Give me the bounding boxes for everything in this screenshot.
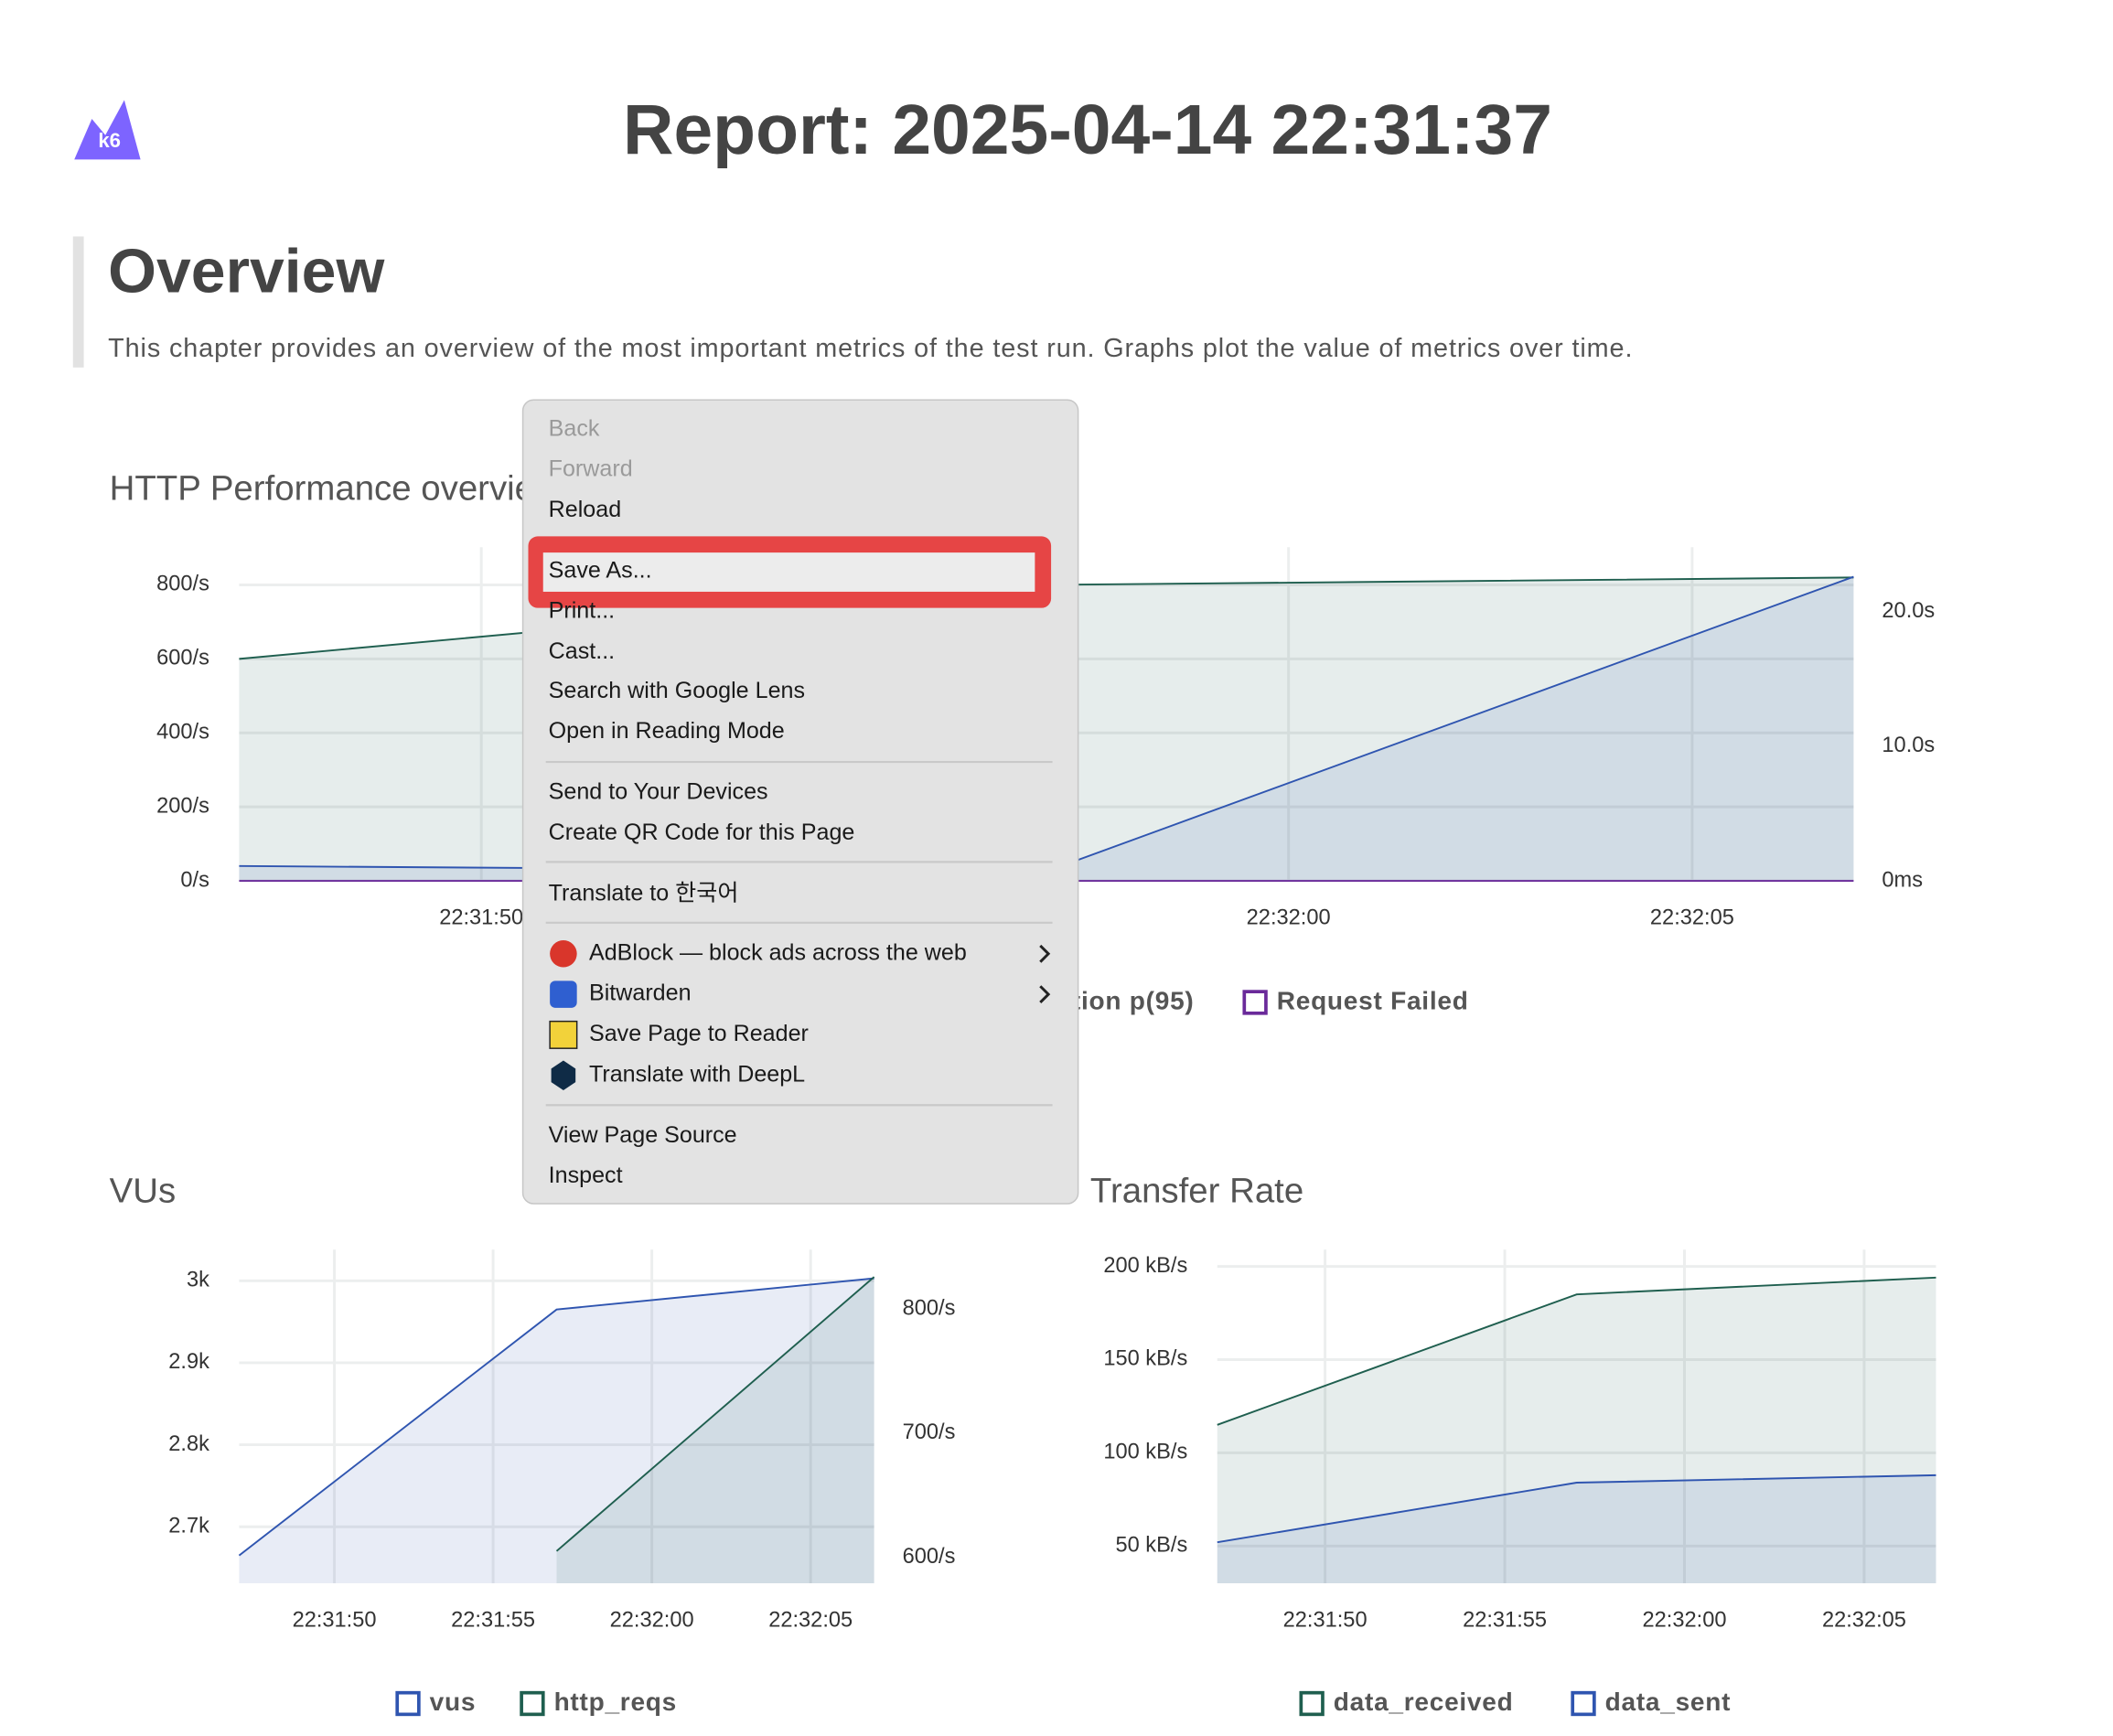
legend-label: Request Failed — [1277, 986, 1469, 1014]
chart-title: HTTP Performance overview — [110, 468, 560, 508]
area — [1217, 1277, 1936, 1584]
y-tick-label: 2.7k — [168, 1514, 209, 1538]
overview-text: This chapter provides an overview of the… — [108, 334, 1633, 363]
deepl-icon — [551, 1060, 576, 1090]
context-menu: Back Forward Reload Save As... Print... Cast.… — [521, 399, 1079, 1205]
y-tick-label: 2.8k — [168, 1432, 209, 1456]
x-tick-label: 22:32:00 — [610, 1609, 694, 1633]
menu-item[interactable]: Search with Google Lens — [549, 678, 805, 703]
area — [239, 1278, 874, 1584]
menu-item[interactable]: AdBlock — block ads across the web — [589, 939, 967, 965]
menu-item: Forward — [549, 456, 633, 482]
chart-title: Transfer Rate — [1090, 1171, 1303, 1210]
menu-item[interactable]: Translate to 한국어 — [549, 880, 739, 906]
bitwarden-icon — [550, 981, 577, 1008]
menu-item[interactable]: Save As... — [549, 557, 652, 583]
menu-item[interactable]: Inspect — [549, 1163, 623, 1188]
menu-item[interactable]: Translate with DeepL — [589, 1061, 805, 1087]
x-tick-label: 22:32:05 — [1822, 1609, 1906, 1633]
menu-item: Back — [549, 415, 600, 441]
chart: Transfer Rate 22:31:50 22:31:55 22:32:00 22:… — [1090, 1171, 1936, 1717]
x-tick-label: 22:31:50 — [439, 906, 523, 930]
chart-title: VUs — [110, 1171, 177, 1210]
y-tick-label: 150 kB/s — [1103, 1347, 1187, 1371]
line — [555, 1276, 875, 1552]
legend-swatch — [395, 1690, 421, 1717]
y-tick-label: 800/s — [156, 573, 209, 596]
adblock-icon — [550, 940, 577, 968]
y-tick-label: 400/s — [156, 720, 209, 744]
highlight-inner — [542, 552, 1035, 592]
chart: VUs 22:31:50 22:31:55 22:32:00 22:32:05 2.7k 2… — [110, 1171, 956, 1717]
report-title: Report: 2025-04-14 22:31:37 — [623, 91, 1552, 169]
y2-tick-label: 800/s — [903, 1297, 956, 1321]
logo-text: k6 — [98, 129, 121, 152]
menu-item[interactable]: Save Page to Reader — [589, 1021, 809, 1046]
menu-item[interactable]: Bitwarden — [589, 981, 692, 1006]
overview-heading: Overview — [108, 236, 384, 305]
y-tick-label: 2.9k — [168, 1350, 209, 1374]
y2-tick-label: 700/s — [903, 1420, 956, 1444]
menu-item[interactable]: View Page Source — [549, 1122, 737, 1148]
legend-swatch — [1299, 1690, 1325, 1717]
y2-tick-label: 0ms — [1882, 868, 1923, 892]
y-tick-label: 3k — [187, 1269, 209, 1292]
area — [556, 1277, 874, 1584]
y-tick-label: 200/s — [156, 794, 209, 818]
y-tick-label: 0/s — [180, 868, 209, 892]
menu-item[interactable]: Create QR Code for this Page — [549, 820, 855, 845]
x-tick-label: 22:32:05 — [1650, 906, 1734, 930]
x-tick-label: 22:31:50 — [293, 1609, 377, 1633]
submenu-arrow — [1039, 985, 1051, 1004]
y-tick-label: 600/s — [156, 647, 209, 670]
line — [1217, 1473, 1936, 1544]
menu-item[interactable]: Open in Reading Mode — [549, 718, 785, 744]
quote-bar — [72, 236, 84, 368]
menu-item[interactable]: Send to Your Devices — [549, 779, 768, 805]
line — [1217, 1276, 1936, 1426]
x-tick-label: 22:31:50 — [1283, 1609, 1368, 1633]
line — [238, 1277, 874, 1557]
y-tick-label: 100 kB/s — [1103, 1441, 1187, 1464]
area — [239, 576, 1854, 882]
y2-tick-label: 10.0s — [1882, 734, 1935, 757]
legend-swatch — [1571, 1690, 1596, 1717]
legend-label: vus — [430, 1688, 477, 1716]
area — [1217, 1474, 1936, 1584]
x-tick-label: 22:32:05 — [768, 1609, 853, 1633]
legend-label: http_reqs — [554, 1688, 677, 1716]
x-tick-label: 22:31:55 — [451, 1609, 535, 1633]
x-tick-label: 22:32:00 — [1643, 1609, 1727, 1633]
legend-label: data_received — [1334, 1688, 1514, 1716]
y2-tick-label: 20.0s — [1882, 599, 1935, 623]
x-tick-label: 22:32:00 — [1247, 906, 1331, 930]
legend-label: data_sent — [1605, 1688, 1732, 1716]
legend-swatch — [520, 1690, 545, 1717]
menu-item[interactable]: Cast... — [549, 638, 616, 664]
x-tick-label: 22:31:55 — [1463, 1609, 1547, 1633]
menu-item[interactable]: Print... — [549, 598, 616, 624]
submenu-arrow — [1039, 944, 1051, 963]
reader-icon — [549, 1020, 578, 1049]
y-tick-label: 200 kB/s — [1103, 1254, 1187, 1278]
y2-tick-label: 600/s — [903, 1545, 956, 1569]
legend-swatch — [1242, 990, 1268, 1015]
menu-item[interactable]: Reload — [549, 497, 622, 522]
k6-logo — [74, 100, 141, 160]
y-tick-label: 50 kB/s — [1115, 1534, 1187, 1558]
